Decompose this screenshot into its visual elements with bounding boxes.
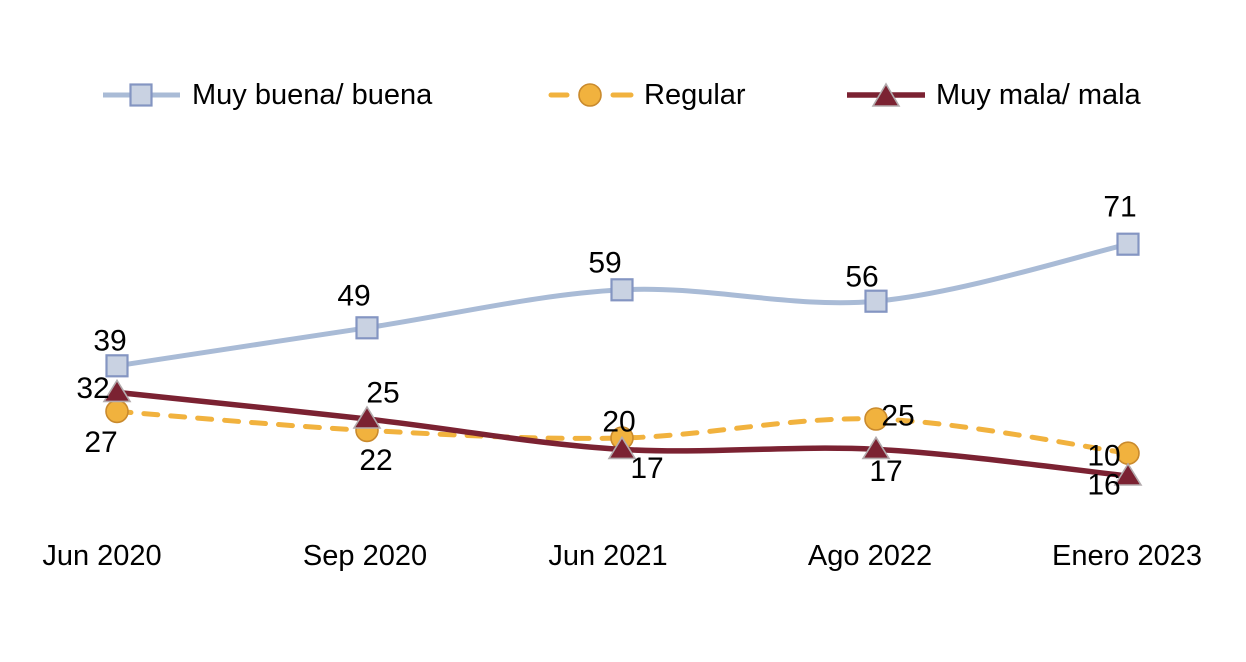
data-label: 59 <box>588 246 621 279</box>
data-point-marker-circle <box>864 407 888 431</box>
data-label: 17 <box>869 455 902 488</box>
data-label: 17 <box>630 452 663 485</box>
data-label: 25 <box>366 377 399 410</box>
legend-item-muy-mala: Muy mala/ mala <box>847 80 1141 110</box>
data-point-marker-triangle <box>861 435 891 460</box>
data-point-marker-square <box>610 278 634 302</box>
data-point-marker-triangle <box>102 378 132 403</box>
data-label: 20 <box>602 406 635 439</box>
legend-marker-square-icon <box>103 83 180 107</box>
data-label: 10 <box>1087 440 1120 473</box>
data-point-marker-triangle <box>352 405 382 429</box>
series-line-0 <box>114 241 1131 369</box>
data-point-marker-square <box>864 289 888 313</box>
legend-label-muy-buena: Muy buena/ buena <box>192 79 433 111</box>
legend-marker-circle-icon <box>548 83 634 107</box>
data-point-marker-square <box>105 354 129 378</box>
data-label: 39 <box>93 324 126 357</box>
data-label: 71 <box>1103 191 1136 224</box>
data-label: 56 <box>845 261 878 294</box>
data-label: 27 <box>84 426 117 459</box>
series-line-1 <box>114 408 1131 456</box>
x-axis-label: Enero 2023 <box>1052 540 1202 572</box>
data-label: 22 <box>359 444 392 477</box>
data-point-marker-square <box>355 316 379 340</box>
legend-label-muy-mala: Muy mala/ mala <box>936 79 1141 111</box>
data-point-marker-triangle <box>607 435 637 460</box>
legend-item-muy-buena: Muy buena/ buena <box>103 80 432 110</box>
data-label: 49 <box>337 279 370 312</box>
legend-marker-triangle-icon <box>847 82 925 107</box>
data-label: 16 <box>1087 469 1120 502</box>
legend: Muy buena/ buena Regular Muy mala/ mala <box>0 80 1246 112</box>
legend-item-regular: Regular <box>547 80 746 110</box>
legend-label-regular: Regular <box>644 79 746 111</box>
x-axis-label: Ago 2022 <box>808 540 932 572</box>
data-point-marker-triangle <box>1113 462 1143 486</box>
data-label: 32 <box>76 372 109 405</box>
data-point-marker-square <box>1116 232 1140 256</box>
x-axis-label: Jun 2021 <box>548 540 667 572</box>
data-label: 25 <box>881 400 914 433</box>
x-axis-label: Sep 2020 <box>303 540 427 572</box>
x-axis-label: Jun 2020 <box>42 540 161 572</box>
